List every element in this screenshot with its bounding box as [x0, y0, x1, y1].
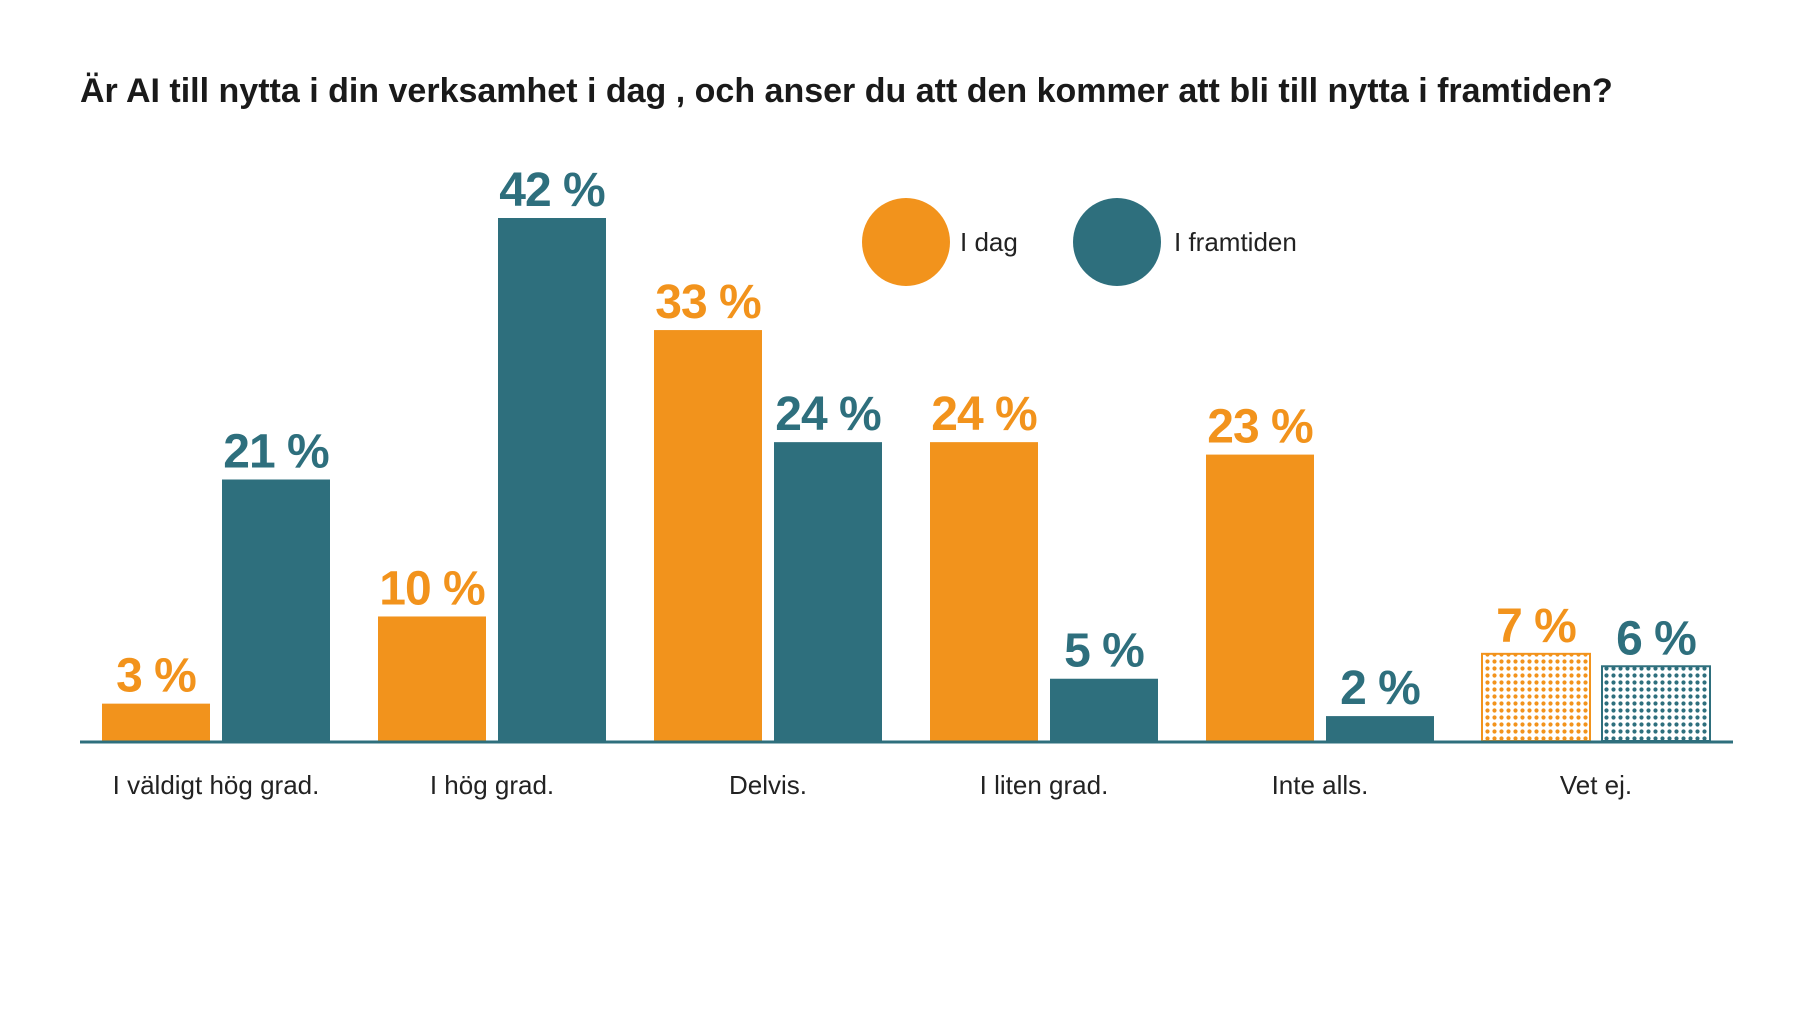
bar-i-framtiden-i-hög-grad	[498, 218, 606, 741]
legend-label-i-framtiden: I framtiden	[1174, 227, 1297, 257]
bar-i-dag-i-väldigt-hög-grad	[102, 703, 210, 741]
value-label-i-framtiden-i-hög-grad: 42 %	[499, 164, 605, 217]
bars	[102, 218, 1711, 742]
bar-i-framtiden-i-liten-grad	[1050, 678, 1158, 741]
chart-title: Är AI till nytta i din verksamhet i dag …	[80, 72, 1613, 110]
bar-i-framtiden-delvis	[774, 442, 882, 741]
bar-i-framtiden-i-väldigt-hög-grad	[222, 479, 330, 741]
category-label-delvis: Delvis.	[729, 770, 807, 800]
legend-label-i-dag: I dag	[960, 227, 1018, 257]
category-label-i-hög-grad: I hög grad.	[430, 770, 554, 800]
value-label-i-dag-delvis: 33 %	[655, 276, 761, 329]
value-label-i-dag-i-liten-grad: 24 %	[931, 388, 1037, 441]
category-label-i-liten-grad: I liten grad.	[980, 770, 1109, 800]
value-label-i-dag-inte-alls: 23 %	[1207, 401, 1313, 454]
category-labels: I väldigt hög grad. I hög grad. Delvis. I l…	[113, 770, 1632, 800]
bar-i-framtiden-vet-ej	[1601, 665, 1711, 742]
bar-i-dag-vet-ej	[1481, 652, 1591, 742]
value-label-i-framtiden-delvis: 24 %	[775, 388, 881, 441]
value-labels: 3 % 21 % 10 % 42 % 33 % 24 % 24 % 5 % 23 % 2 % 7 %…	[116, 164, 1697, 715]
legend-swatch-i-framtiden	[1073, 198, 1161, 286]
value-label-i-dag-vet-ej: 7 %	[1496, 600, 1576, 653]
value-label-i-framtiden-vet-ej: 6 %	[1616, 612, 1696, 665]
bar-i-dag-inte-alls	[1206, 454, 1314, 741]
bar-i-dag-delvis	[654, 330, 762, 741]
value-label-i-framtiden-i-väldigt-hög-grad: 21 %	[223, 426, 329, 479]
bar-i-framtiden-inte-alls	[1326, 716, 1434, 741]
value-label-i-dag-i-väldigt-hög-grad: 3 %	[116, 650, 196, 703]
legend: I dag I framtiden	[862, 198, 1297, 286]
category-label-inte-alls: Inte alls.	[1272, 770, 1369, 800]
value-label-i-framtiden-i-liten-grad: 5 %	[1064, 625, 1144, 678]
value-label-i-dag-i-hög-grad: 10 %	[379, 562, 485, 615]
value-label-i-framtiden-inte-alls: 2 %	[1340, 662, 1420, 715]
bar-i-dag-i-hög-grad	[378, 616, 486, 741]
bar-i-dag-i-liten-grad	[930, 442, 1038, 741]
legend-swatch-i-dag	[862, 198, 950, 286]
category-label-i-väldigt-hög-grad: I väldigt hög grad.	[113, 770, 320, 800]
category-label-vet-ej: Vet ej.	[1560, 770, 1632, 800]
